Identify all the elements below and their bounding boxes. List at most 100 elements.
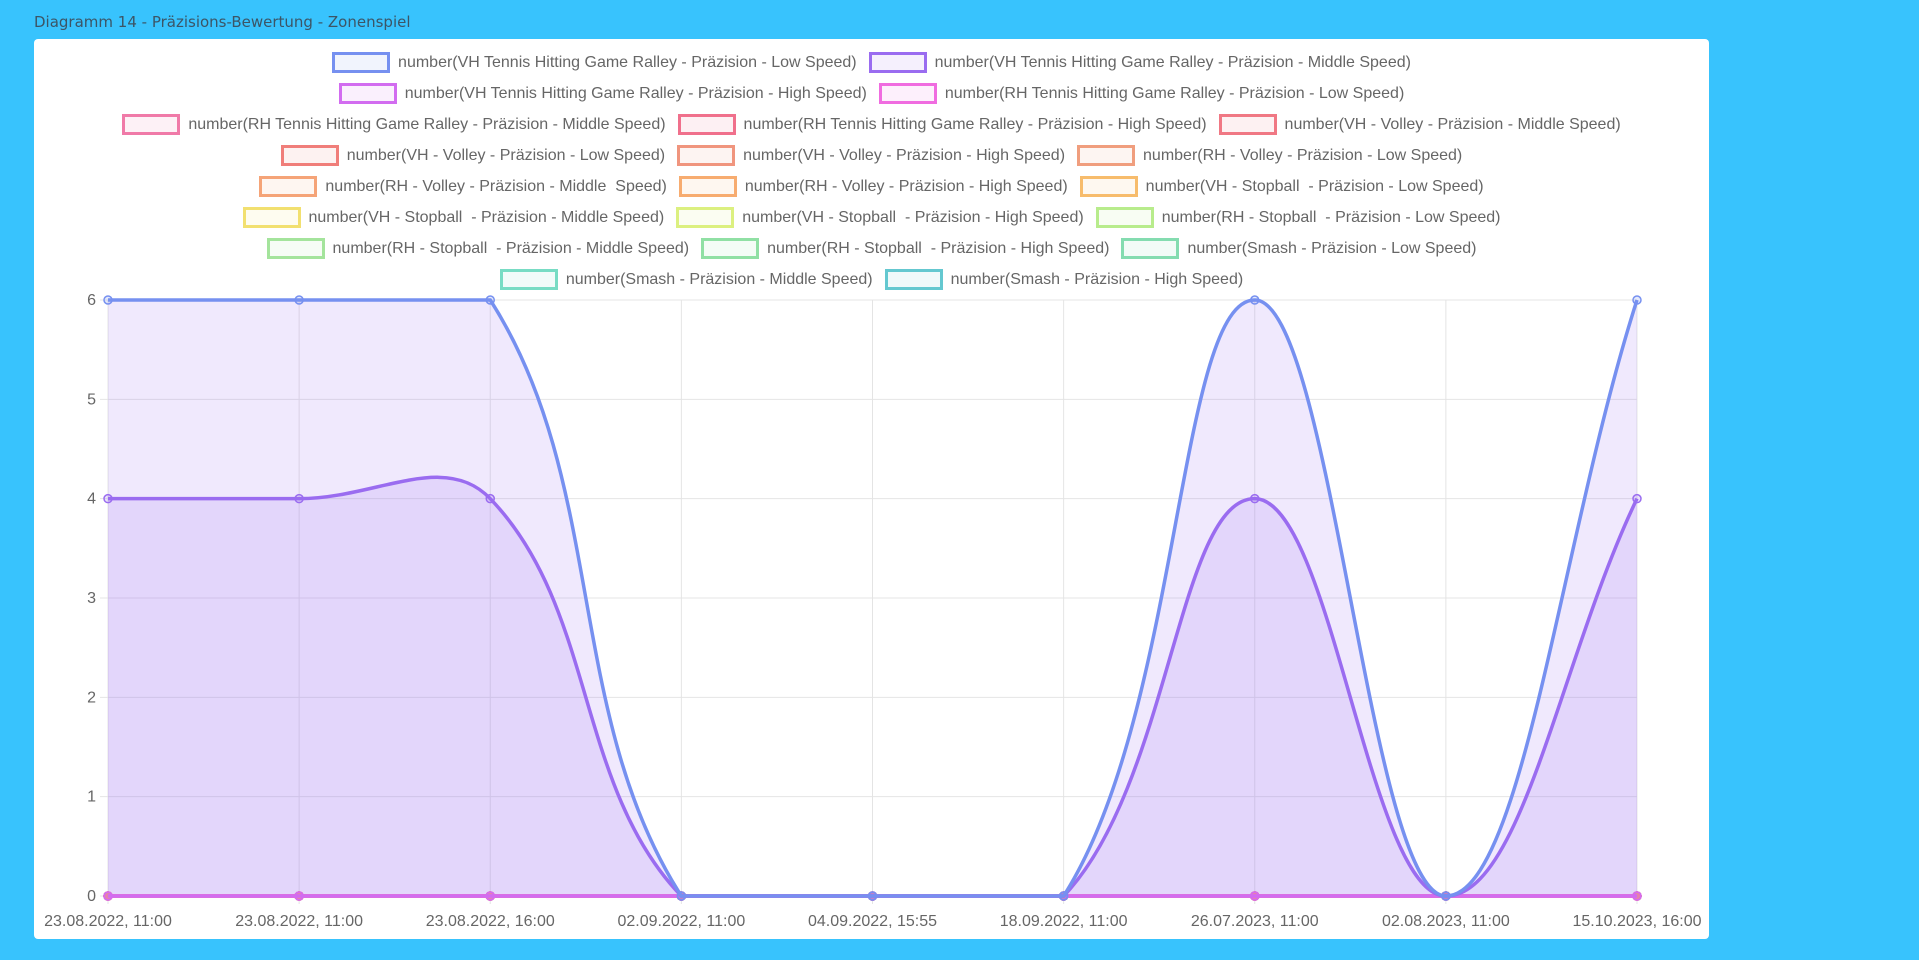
legend-item[interactable]: number(RH Tennis Hitting Game Ralley - P… [677, 114, 1207, 135]
legend-item[interactable]: number(VH Tennis Hitting Game Ralley - P… [338, 83, 867, 104]
legend-label: number(RH Tennis Hitting Game Ralley - P… [944, 84, 1405, 102]
legend-row: number(RH - Stopball - Präzision - Middl… [34, 233, 1709, 264]
legend-label: number(VH - Stopball - Präzision - Low S… [1145, 177, 1484, 195]
x-tick-label: 02.09.2022, 11:00 [617, 913, 745, 930]
legend-label: number(Smash - Präzision - Middle Speed) [565, 270, 873, 288]
legend-label: number(RH - Volley - Präzision - Middle … [325, 177, 667, 195]
legend-row: number(VH - Volley - Präzision - Low Spe… [34, 140, 1709, 171]
legend-label: number(VH - Volley - Präzision - Middle … [1284, 115, 1621, 133]
data-point [1250, 891, 1260, 901]
data-point [1632, 891, 1642, 901]
data-point [676, 891, 687, 901]
data-point [1058, 891, 1069, 901]
legend-label: number(Smash - Präzision - Low Speed) [1187, 239, 1477, 257]
legend-swatch [701, 238, 760, 259]
legend-item[interactable]: number(RH Tennis Hitting Game Ralley - P… [122, 114, 666, 135]
legend-item[interactable]: number(RH - Stopball - Präzision - Low S… [1095, 207, 1501, 228]
chart-title: Diagramm 14 - Präzisions-Bewertung - Zon… [34, 13, 411, 31]
legend-item[interactable]: number(RH - Volley - Präzision - Low Spe… [1077, 145, 1462, 166]
x-tick-label: 02.08.2023, 11:00 [1382, 913, 1510, 930]
legend-swatch [280, 145, 339, 166]
legend-label: number(RH - Stopball - Präzision - High … [767, 239, 1110, 257]
data-point [294, 493, 304, 504]
legend-item[interactable]: number(RH Tennis Hitting Game Ralley - P… [878, 83, 1405, 104]
legend-label: number(VH - Stopball - Präzision - High … [742, 208, 1084, 226]
legend-item[interactable]: number(VH - Stopball - Präzision - High … [676, 207, 1084, 228]
chart-card [34, 39, 1709, 939]
data-point [867, 891, 878, 901]
x-tick-label: 23.08.2022, 16:00 [426, 913, 555, 930]
legend-swatch [878, 83, 937, 104]
y-tick-label: 1 [87, 789, 96, 806]
legend-label: number(Smash - Präzision - High Speed) [950, 270, 1244, 288]
data-point [1250, 295, 1260, 305]
legend-swatch [1121, 238, 1180, 259]
legend-swatch [122, 114, 181, 135]
y-tick-label: 0 [87, 888, 96, 905]
legend-label: number(RH - Volley - Präzision - High Sp… [744, 177, 1068, 195]
legend-item[interactable]: number(Smash - Präzision - Middle Speed) [499, 269, 873, 290]
legend-label: number(VH - Volley - Präzision - High Sp… [743, 146, 1066, 164]
y-tick-label: 2 [87, 689, 96, 706]
legend-label: number(VH - Volley - Präzision - Low Spe… [346, 146, 666, 164]
legend-label: number(RH - Stopball - Präzision - Low S… [1161, 208, 1501, 226]
legend-row: number(VH - Stopball - Präzision - Middl… [34, 202, 1709, 233]
legend-swatch [332, 52, 391, 73]
legend-label: number(RH - Stopball - Präzision - Middl… [332, 239, 690, 257]
legend-label: number(RH Tennis Hitting Game Ralley - P… [743, 115, 1207, 133]
data-point [294, 891, 304, 901]
data-point [485, 891, 495, 901]
x-tick-label: 23.08.2022, 11:00 [235, 913, 363, 930]
x-tick-label: 04.09.2022, 15:55 [808, 913, 937, 930]
legend-swatch [1079, 176, 1138, 197]
legend-item[interactable]: number(VH Tennis Hitting Game Ralley - P… [868, 52, 1411, 73]
legend-item[interactable]: number(RH - Volley - Präzision - Middle … [259, 176, 667, 197]
legend-swatch [676, 207, 735, 228]
legend-item[interactable]: number(Smash - Präzision - High Speed) [884, 269, 1244, 290]
legend-item[interactable]: number(VH - Stopball - Präzision - Middl… [242, 207, 665, 228]
legend-swatch [266, 238, 325, 259]
legend-swatch [1218, 114, 1277, 135]
data-point [103, 493, 113, 504]
legend-item[interactable]: number(RH - Stopball - Präzision - Middl… [266, 238, 690, 259]
data-point [1250, 493, 1260, 504]
legend-swatch [1095, 207, 1154, 228]
legend-swatch [677, 114, 736, 135]
legend-item[interactable]: number(VH - Volley - Präzision - High Sp… [677, 145, 1065, 166]
y-tick-label: 4 [87, 491, 96, 508]
legend-item[interactable]: number(VH Tennis Hitting Game Ralley - P… [332, 52, 857, 73]
y-tick-label: 6 [87, 292, 96, 309]
legend-item[interactable]: number(RH - Stopball - Präzision - High … [701, 238, 1109, 259]
legend-item[interactable]: number(RH - Volley - Präzision - High Sp… [678, 176, 1068, 197]
legend-label: number(RH - Volley - Präzision - Low Spe… [1143, 146, 1463, 164]
legend-label: number(VH - Stopball - Präzision - Middl… [308, 208, 665, 226]
legend-label: number(VH Tennis Hitting Game Ralley - P… [934, 53, 1411, 71]
legend-item[interactable]: number(Smash - Präzision - Low Speed) [1121, 238, 1476, 259]
x-tick-label: 18.09.2022, 11:00 [1000, 913, 1128, 930]
data-point [485, 295, 495, 305]
legend-swatch [884, 269, 943, 290]
series-area [108, 300, 1637, 896]
legend-row: number(RH - Volley - Präzision - Middle … [34, 171, 1709, 202]
legend-swatch [259, 176, 318, 197]
legend-swatch [677, 145, 736, 166]
legend-item[interactable]: number(VH - Volley - Präzision - Low Spe… [280, 145, 666, 166]
chart-legend: number(VH Tennis Hitting Game Ralley - P… [34, 47, 1709, 295]
data-point [1632, 295, 1642, 305]
x-tick-label: 23.08.2022, 11:00 [44, 913, 172, 930]
y-tick-label: 5 [87, 391, 96, 408]
legend-item[interactable]: number(VH - Stopball - Präzision - Low S… [1079, 176, 1484, 197]
x-tick-label: 15.10.2023, 16:00 [1572, 913, 1701, 930]
series-area [108, 477, 1637, 896]
y-tick-label: 3 [87, 590, 96, 607]
legend-swatch [678, 176, 737, 197]
legend-swatch [338, 83, 397, 104]
legend-item[interactable]: number(VH - Volley - Präzision - Middle … [1218, 114, 1621, 135]
data-point [103, 295, 113, 305]
legend-row: number(RH Tennis Hitting Game Ralley - P… [34, 109, 1709, 140]
series-line [107, 298, 1639, 898]
legend-label: number(RH Tennis Hitting Game Ralley - P… [188, 115, 666, 133]
legend-row: number(VH Tennis Hitting Game Ralley - P… [34, 47, 1709, 78]
x-tick-label: 26.07.2023, 11:00 [1191, 913, 1319, 930]
